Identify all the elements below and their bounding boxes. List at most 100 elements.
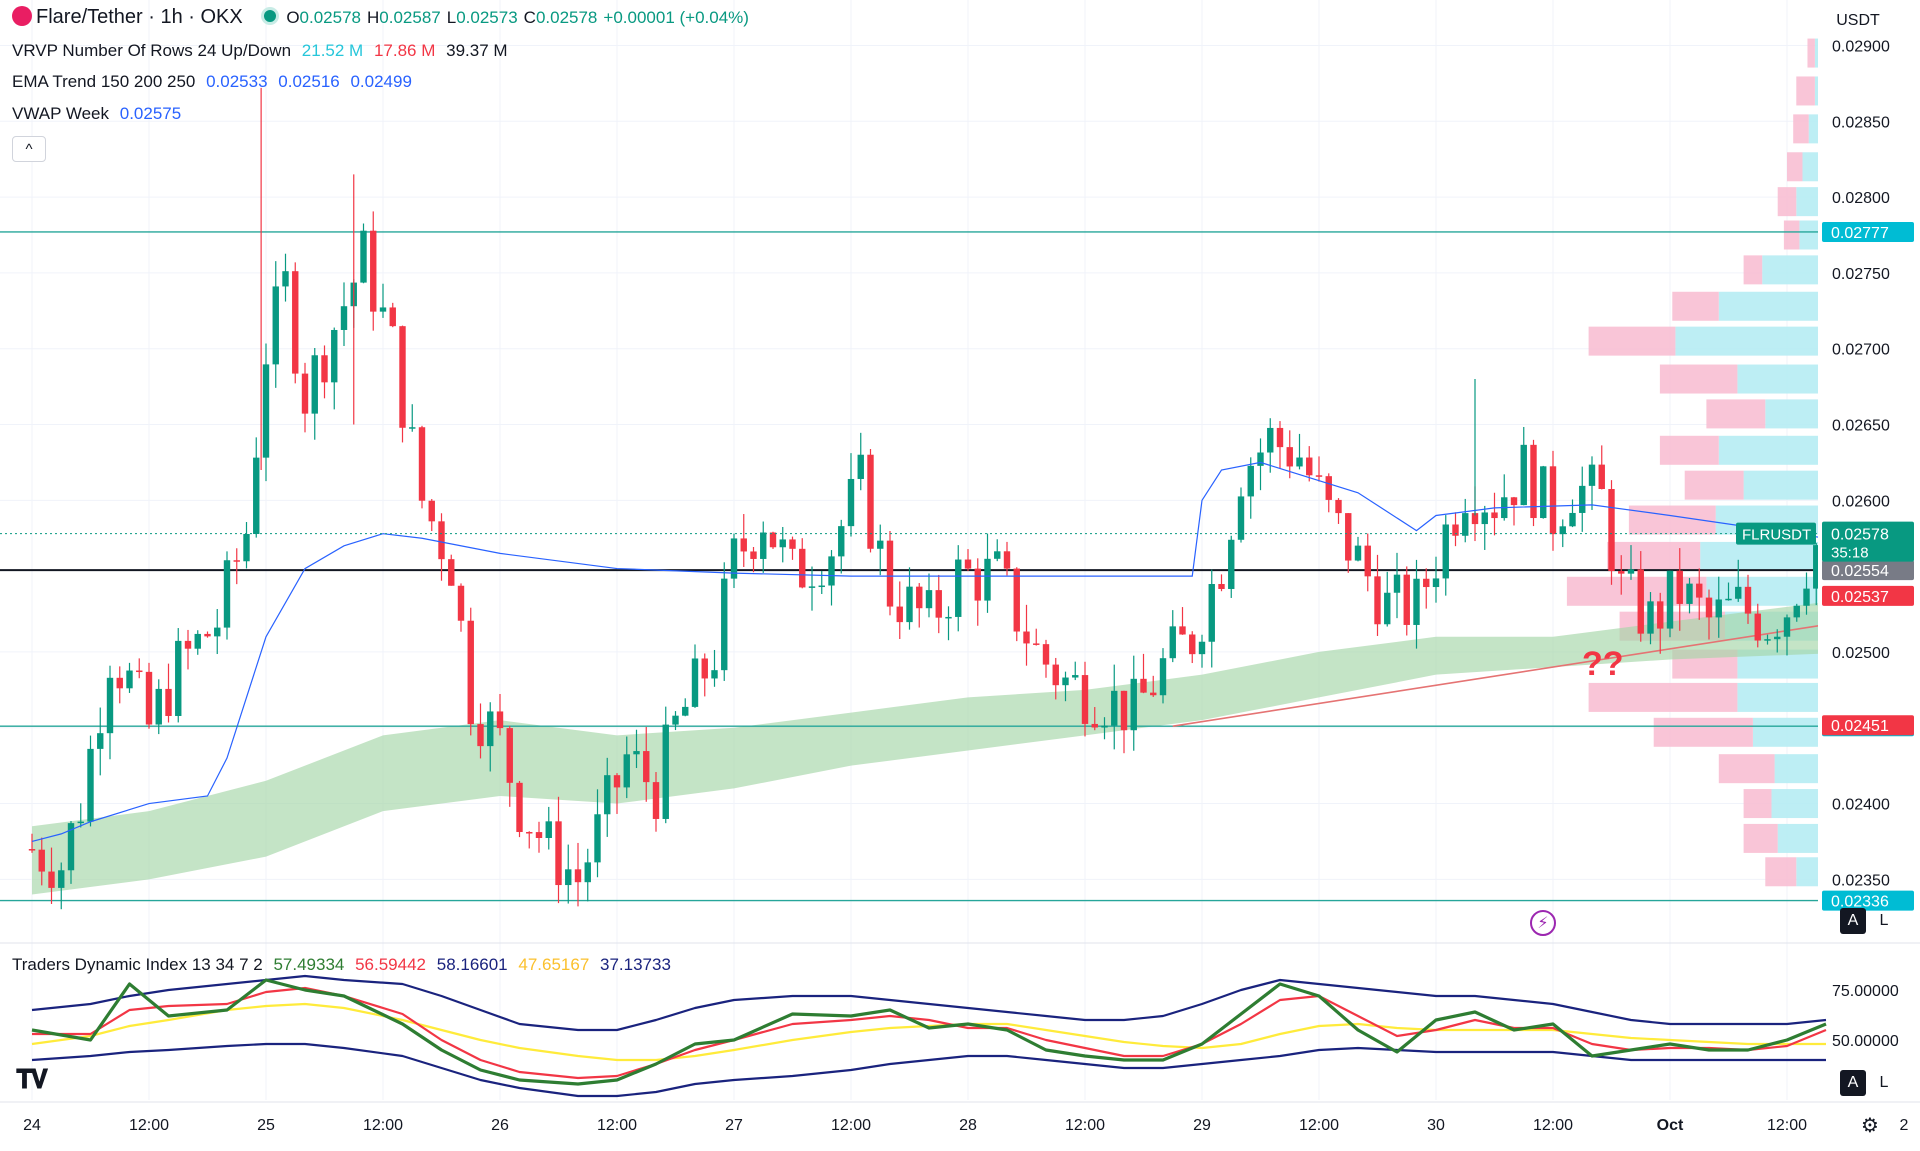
tdi-v1: 57.49334 <box>273 955 345 974</box>
candle-body <box>1228 539 1235 589</box>
symbol-tag-label: FLRUSDT <box>1742 527 1811 544</box>
candle-body <box>311 355 318 414</box>
candle-body <box>789 539 796 549</box>
level-badge <box>1822 221 1914 242</box>
candle-body <box>1452 524 1459 536</box>
volume-profile-down-bar <box>1783 220 1800 250</box>
candle-body <box>877 540 884 549</box>
log-scale-button[interactable]: L <box>1871 908 1897 934</box>
candle-body <box>126 670 133 689</box>
settings-gear-icon[interactable]: ⚙ <box>1861 1115 1879 1137</box>
candle-body <box>535 832 543 838</box>
current-price-badge <box>1822 521 1914 562</box>
ema-legend[interactable]: EMA Trend 150 200 250 0.02533 0.02516 0.… <box>12 72 418 92</box>
candle-body <box>399 326 406 428</box>
volume-profile-down-bar <box>1706 399 1766 429</box>
candle-body <box>1393 574 1401 593</box>
candle-body <box>1588 464 1596 486</box>
candle-body <box>672 715 679 725</box>
candle-body <box>28 849 36 851</box>
lightning-alert-icon[interactable]: ⚡ <box>1530 910 1556 936</box>
volume-profile-down-bar <box>1777 187 1797 217</box>
candle-body <box>1345 513 1352 561</box>
candle-body <box>97 733 104 749</box>
candle-body <box>1218 584 1225 589</box>
candle-body <box>1286 447 1293 467</box>
volume-profile-up-bar <box>1737 364 1818 394</box>
candle-body <box>1413 578 1420 625</box>
auto-scale-button[interactable]: A <box>1840 908 1866 934</box>
candle-body <box>487 711 494 747</box>
ohlc-h-label: H <box>367 8 380 27</box>
market-open-icon <box>264 10 277 22</box>
tdi-auto-label: A <box>1847 1074 1859 1091</box>
currency-selector[interactable]: USDT <box>1818 6 1898 36</box>
volume-profile-up-bar <box>1675 326 1818 356</box>
candle-body <box>116 677 123 689</box>
candle-body <box>1315 475 1323 477</box>
candle-body <box>584 862 591 883</box>
candle-body <box>1140 678 1147 693</box>
volume-profile-up-bar <box>1737 682 1818 712</box>
price-tick-label: 0.02400 <box>1832 797 1890 814</box>
volume-profile-up-bar <box>1700 541 1818 571</box>
volume-profile-up-bar <box>1762 255 1818 285</box>
collapse-legend-button[interactable]: ^ <box>12 136 46 162</box>
vwap-line <box>31 461 1827 843</box>
candle-body <box>214 627 221 637</box>
candle-body <box>594 814 601 863</box>
candle-body <box>1637 569 1644 634</box>
vrvp-legend[interactable]: VRVP Number Of Rows 24 Up/Down 21.52 M 1… <box>12 41 514 61</box>
symbol-title[interactable]: Flare/Tether · 1h · OKX <box>36 6 243 28</box>
candle-body <box>730 538 738 579</box>
candle-body <box>984 558 991 601</box>
tdi-tick-label: 75.00000 <box>1832 983 1899 1000</box>
candle-body <box>779 539 786 548</box>
candle-body <box>262 364 270 458</box>
candle-body <box>760 532 767 559</box>
candle-body <box>1150 692 1157 696</box>
price-change: +0.00001 (+0.04%) <box>603 8 749 27</box>
ema-250: 0.02499 <box>350 72 412 91</box>
ohlc-l-label: L <box>446 8 457 27</box>
tdi-v4: 47.65167 <box>518 955 590 974</box>
candle-body <box>1569 512 1576 527</box>
candle-body <box>272 286 279 365</box>
volume-profile-down-bar <box>1718 754 1775 784</box>
candle-body <box>1033 643 1040 645</box>
candle-body <box>799 548 806 588</box>
candle-body <box>1735 586 1742 599</box>
currency-label: USDT <box>1836 12 1880 29</box>
countdown-label: 35:18 <box>1831 545 1869 562</box>
candle-body <box>428 500 435 522</box>
price-badge-label: 0.02451 <box>1831 718 1889 735</box>
volume-profile-up-bar <box>1743 470 1818 500</box>
volume-profile-up-bar <box>1796 857 1818 887</box>
candle-body <box>1813 545 1820 589</box>
ohlc-h: 0.02587 <box>379 8 441 27</box>
candle-body <box>574 869 582 883</box>
candle-body <box>886 540 894 607</box>
time-tick-label: 26 <box>491 1117 509 1134</box>
candle-body <box>38 849 45 872</box>
tdi-log-scale-button[interactable]: L <box>1871 1070 1897 1096</box>
candle-body <box>1774 636 1781 640</box>
candle-body <box>331 329 338 383</box>
candle-body <box>1793 605 1800 618</box>
candle-body <box>857 454 864 479</box>
candle-body <box>1296 457 1303 467</box>
tdi-v5: 37.13733 <box>600 955 671 974</box>
candle-body <box>1471 513 1479 525</box>
ohlc-c: 0.02578 <box>535 8 598 27</box>
volume-profile-down-bar <box>1787 152 1803 182</box>
vwap-legend[interactable]: VWAP Week 0.02575 <box>12 104 187 124</box>
tdi-auto-scale-button[interactable]: A <box>1840 1070 1866 1096</box>
candle-body <box>818 585 825 588</box>
tdi-legend[interactable]: Traders Dynamic Index 13 34 7 2 57.49334… <box>12 955 677 975</box>
candle-body <box>1179 626 1186 635</box>
candle-body <box>906 586 913 623</box>
candle-body <box>233 560 240 562</box>
volume-profile-down-bar <box>1807 38 1815 68</box>
candle-body <box>1803 588 1810 606</box>
